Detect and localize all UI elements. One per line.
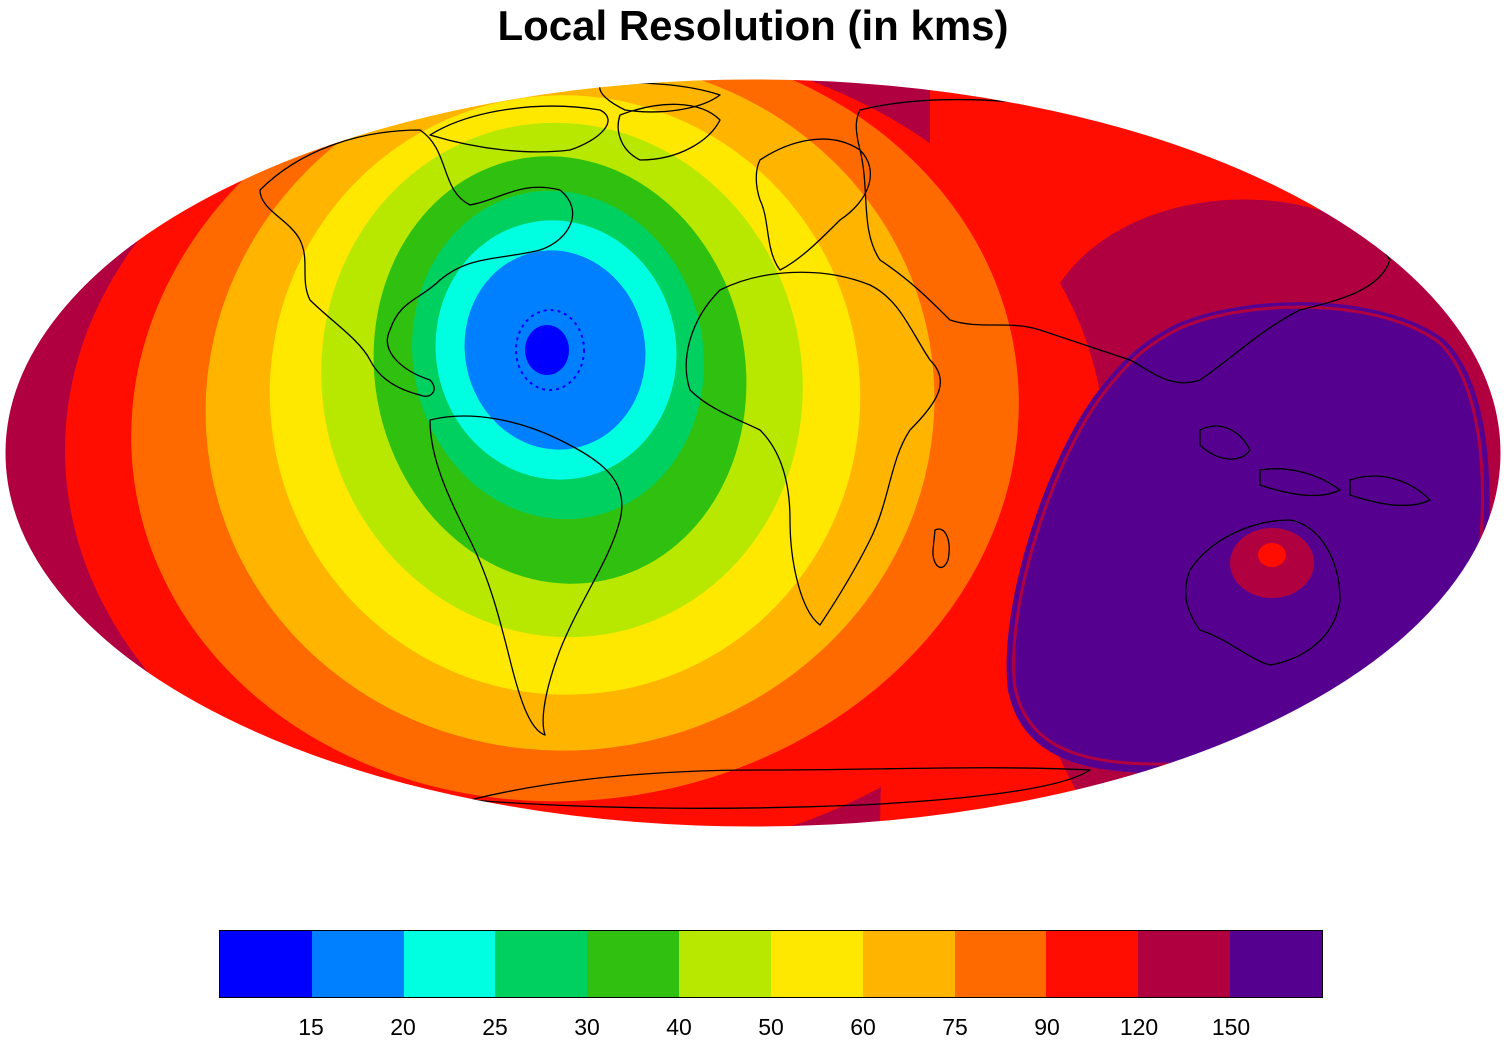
colorbar-tick-label: 30 <box>574 1014 600 1040</box>
colorbar-tick-label: 75 <box>942 1014 968 1040</box>
colorbar-swatch-5 <box>679 931 771 997</box>
colorbar-swatch-4 <box>587 931 680 997</box>
map-title: Local Resolution (in kms) <box>497 2 1009 49</box>
colorbar-tick-label: 50 <box>758 1014 784 1040</box>
colorbar-swatch-2 <box>403 931 496 997</box>
band-120-east <box>880 90 1501 827</box>
colorbar-swatch-6 <box>770 931 863 997</box>
colorbar-tick-label: 150 <box>1211 1014 1251 1040</box>
band-120-island <box>1258 543 1286 567</box>
colorbar-swatch-9 <box>1046 931 1139 997</box>
colorbar-tick-label: 90 <box>1034 1014 1060 1040</box>
colorbar-tick-label: 120 <box>1119 1014 1159 1040</box>
colorbar-swatch-3 <box>495 931 588 997</box>
globe-outline <box>4 78 1502 828</box>
colorbar-swatch-8 <box>954 931 1047 997</box>
colorbar-swatch-0 <box>220 931 312 997</box>
colorbar-tick-label: 20 <box>390 1014 416 1040</box>
colorbar-swatch-1 <box>311 931 404 997</box>
band-15 <box>525 325 569 375</box>
colorbar-swatch-7 <box>862 931 955 997</box>
colorbar-tick-label: 15 <box>298 1014 324 1040</box>
colorbar-swatch-10 <box>1138 931 1231 997</box>
colorbar-tick-label: 40 <box>666 1014 692 1040</box>
colorbar <box>219 930 1323 998</box>
colorbar-tick-label: 25 <box>482 1014 508 1040</box>
colorbar-swatch-11 <box>1230 931 1322 997</box>
colorbar-tick-label: 60 <box>850 1014 876 1040</box>
colorbar-labels: 15 20 25 30 40 50 60 75 90 120 150 <box>219 1014 1323 1040</box>
resolution-contours <box>5 79 1501 827</box>
